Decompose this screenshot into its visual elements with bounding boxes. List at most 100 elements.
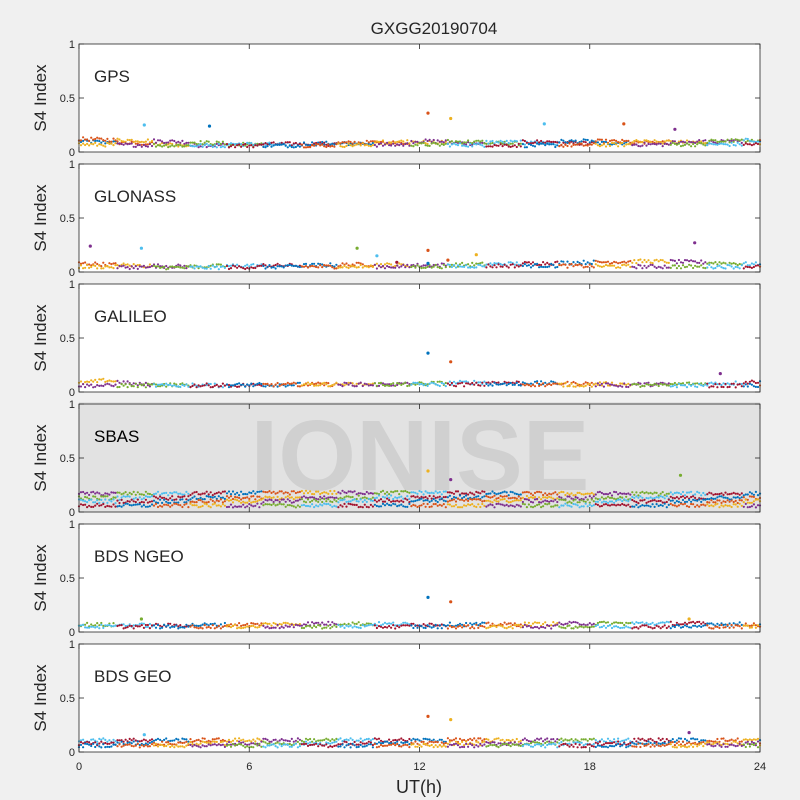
data-point <box>623 739 626 742</box>
data-point <box>639 738 642 741</box>
data-point <box>390 622 393 625</box>
data-point <box>309 737 312 741</box>
data-point <box>562 139 565 142</box>
data-point <box>240 383 243 386</box>
data-point <box>300 265 303 268</box>
data-point <box>412 626 415 630</box>
data-point <box>207 624 210 627</box>
data-point <box>649 383 652 386</box>
data-point <box>566 380 569 383</box>
data-point <box>474 253 478 257</box>
plot-area <box>79 164 760 272</box>
data-point <box>108 624 111 627</box>
data-point <box>156 505 160 509</box>
data-point <box>223 497 226 500</box>
data-point <box>645 739 648 743</box>
data-point <box>722 140 725 143</box>
data-point <box>274 742 277 745</box>
data-point <box>436 143 439 146</box>
data-point <box>205 495 208 498</box>
series-group <box>77 469 762 509</box>
data-point <box>276 491 279 494</box>
data-point <box>159 738 162 742</box>
data-point <box>499 622 502 626</box>
data-point <box>408 384 411 387</box>
data-point <box>477 384 480 387</box>
data-point <box>100 738 103 741</box>
data-point <box>219 496 222 499</box>
data-point <box>189 493 192 497</box>
data-point <box>288 499 291 502</box>
data-point <box>402 143 405 146</box>
data-point <box>501 491 504 494</box>
data-point <box>479 505 482 509</box>
data-point <box>428 494 431 498</box>
data-point <box>748 505 752 509</box>
data-point <box>556 500 559 504</box>
data-point <box>225 492 229 495</box>
data-point <box>154 141 158 144</box>
data-point <box>511 504 514 507</box>
data-point <box>659 492 662 495</box>
data-point <box>252 146 255 149</box>
data-point <box>574 498 577 501</box>
data-point <box>250 382 253 385</box>
data-point <box>667 498 670 501</box>
data-point <box>274 263 277 267</box>
data-point <box>592 383 595 386</box>
data-point <box>495 144 498 147</box>
data-point <box>367 266 370 269</box>
data-point <box>732 140 735 143</box>
data-point <box>716 140 719 143</box>
data-point <box>386 626 389 629</box>
data-point <box>533 141 537 144</box>
data-point <box>246 266 249 269</box>
data-point <box>118 498 121 501</box>
data-point <box>219 265 222 268</box>
data-point <box>657 265 660 268</box>
data-point <box>311 144 314 147</box>
data-point <box>659 258 662 262</box>
data-point <box>602 503 606 506</box>
data-point <box>720 262 723 265</box>
data-point <box>734 144 737 147</box>
data-point <box>379 498 383 501</box>
data-point <box>136 384 139 387</box>
data-point <box>82 503 85 507</box>
data-point <box>542 382 545 385</box>
data-point <box>203 498 206 501</box>
data-point <box>495 497 498 500</box>
data-point <box>651 263 654 267</box>
data-point <box>345 266 348 269</box>
data-point <box>242 141 245 144</box>
data-point <box>586 505 589 508</box>
data-point <box>252 624 255 628</box>
data-point <box>481 144 484 147</box>
data-point <box>272 266 275 269</box>
data-point <box>738 139 741 142</box>
data-point <box>578 501 581 504</box>
data-point <box>165 500 168 503</box>
data-point <box>659 739 662 742</box>
data-point <box>694 505 697 508</box>
data-point <box>576 491 579 494</box>
data-point <box>566 504 569 507</box>
data-point <box>617 141 620 144</box>
data-point <box>159 139 162 142</box>
data-point <box>509 501 512 504</box>
data-point <box>444 500 447 503</box>
data-point <box>651 503 654 506</box>
data-point <box>594 500 597 503</box>
data-point <box>132 500 135 503</box>
data-point <box>258 738 261 741</box>
data-point <box>159 385 162 388</box>
data-point <box>371 140 374 143</box>
data-point <box>359 624 362 627</box>
data-point <box>96 625 99 628</box>
data-point <box>544 502 547 505</box>
data-point <box>150 495 154 498</box>
data-point <box>461 626 464 629</box>
data-point <box>566 622 569 625</box>
data-point <box>349 490 352 493</box>
data-point <box>248 265 251 268</box>
